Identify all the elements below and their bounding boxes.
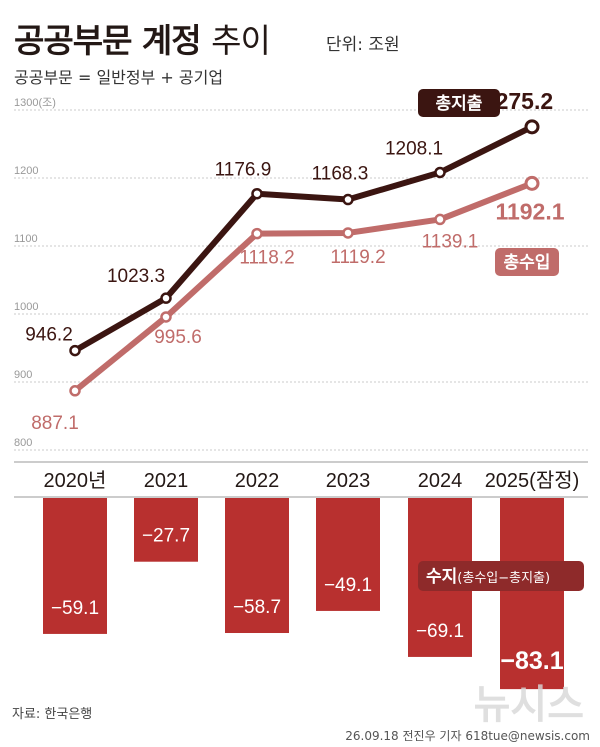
series-line-expenditure (73, 124, 534, 354)
line-points (69, 119, 540, 397)
balance-value-label: −69.1 (416, 621, 464, 642)
grid-lines (14, 109, 588, 451)
value-label-expenditure: 1208.1 (385, 138, 443, 159)
value-label-revenue: 887.1 (31, 413, 79, 434)
legend-tag-revenue: 총수입 (504, 253, 551, 273)
data-point (69, 385, 81, 397)
x-tick-label: 2025(잠정) (485, 469, 580, 492)
y-tick-label: 900 (14, 369, 32, 381)
data-point (342, 193, 354, 206)
balance-legend-sub: (총수입−총지출) (457, 571, 550, 586)
data-point (434, 166, 446, 179)
legend-tag-expenditure: 총지출 (436, 94, 483, 114)
y-tick-label: 1000 (14, 301, 38, 313)
series-line-revenue (73, 180, 534, 394)
balance-value-label: −83.1 (500, 647, 563, 675)
data-point (160, 292, 172, 304)
balance-bar (43, 498, 107, 634)
balance-legend-name: 수지 (426, 567, 457, 587)
legend-tag-expenditure-bg (418, 89, 500, 117)
data-point (342, 227, 354, 239)
x-tick-label: 2024 (418, 470, 463, 492)
y-tick-labels: 1300(조) 1200 1100 1000 900 800 (14, 97, 56, 449)
title-light: 추이 (211, 21, 271, 60)
y-tick-label: 1200 (14, 165, 38, 177)
balance-bar (500, 498, 564, 690)
value-label-expenditure: 1168.3 (312, 164, 369, 185)
value-label-revenue: 1139.1 (422, 231, 479, 252)
y-tick-label: 1300(조) (14, 97, 56, 109)
value-label-revenue: 1119.2 (330, 247, 385, 268)
balance-legend: 수지(총수입−총지출) (426, 567, 550, 587)
data-point (251, 227, 263, 240)
x-tick-label: 2021 (144, 470, 189, 492)
data-point (434, 213, 446, 226)
value-label-revenue: 1192.1 (495, 198, 564, 224)
unit-label: 단위: 조원 (326, 35, 400, 55)
balance-legend: 수지(총수입−총지출) (418, 561, 584, 591)
balance-bar (225, 498, 289, 634)
watermark-logo: 뉴시스 (473, 682, 584, 728)
balance-value-label: −58.7 (233, 597, 281, 618)
data-point (524, 175, 540, 191)
balance-value-label: −27.7 (142, 526, 190, 547)
value-label-revenue: 1118.2 (239, 248, 294, 269)
x-axis: 2020년 2021 2022 2023 2024 2025(잠정) (14, 461, 588, 498)
value-label-expenditure: 946.2 (25, 325, 73, 346)
balance-value-label: −49.1 (324, 575, 372, 596)
value-label-expenditure: 1176.9 (215, 160, 272, 181)
subtitle: 공공부문 = 일반정부 + 공기업 (14, 68, 224, 87)
value-label-expenditure: 1023.3 (107, 266, 165, 287)
page-title: 공공부문 계정 추이 (14, 14, 271, 62)
data-point (160, 311, 172, 323)
source-note: 자료: 한국은행 (12, 707, 93, 722)
value-label-revenue: 995.6 (154, 327, 202, 348)
line-series (73, 124, 534, 394)
credit-line: 26.09.18 전진우 기자 618tue@newsis.com (345, 729, 590, 743)
balance-legend-bg (418, 561, 584, 591)
data-point (524, 119, 540, 135)
x-tick-label: 2020년 (44, 469, 107, 492)
balance-bar (316, 498, 380, 611)
balance-value-label: −59.1 (51, 598, 99, 619)
balance-bar (134, 498, 198, 562)
data-point (251, 187, 263, 200)
data-point (69, 344, 81, 357)
x-tick-label: 2023 (326, 470, 371, 492)
title-bold: 공공부문 계정 (14, 21, 202, 60)
legend-tag-revenue-bg (495, 248, 559, 276)
y-tick-label: 1100 (14, 233, 38, 245)
balance-bars: −59.1 −27.7 −58.7 −49.1 −69.1 −83.1 (43, 498, 564, 690)
y-tick-label: 800 (14, 437, 32, 449)
x-tick-label: 2022 (235, 470, 280, 492)
